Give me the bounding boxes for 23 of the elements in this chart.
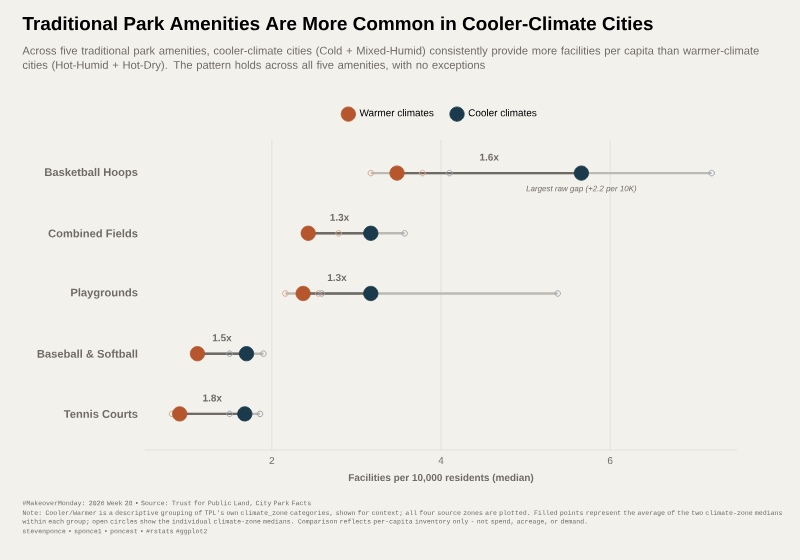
point xyxy=(401,230,408,237)
point xyxy=(446,169,453,177)
point xyxy=(708,169,715,177)
chart-title: Traditional Park Amenities Are More Common in Cooler-Climate Cities xyxy=(22,16,653,31)
point xyxy=(554,290,561,297)
point xyxy=(367,169,375,177)
point xyxy=(226,350,233,357)
point xyxy=(573,165,589,181)
point xyxy=(282,290,289,297)
point xyxy=(226,410,233,418)
point xyxy=(189,346,206,362)
point xyxy=(237,406,253,422)
point xyxy=(389,165,405,181)
point xyxy=(363,285,379,302)
point xyxy=(363,225,379,241)
point xyxy=(335,230,342,237)
point xyxy=(260,350,267,357)
point xyxy=(172,406,188,422)
point xyxy=(295,285,311,302)
point xyxy=(256,410,264,418)
point xyxy=(419,169,426,177)
point xyxy=(238,346,255,362)
point xyxy=(300,225,316,241)
